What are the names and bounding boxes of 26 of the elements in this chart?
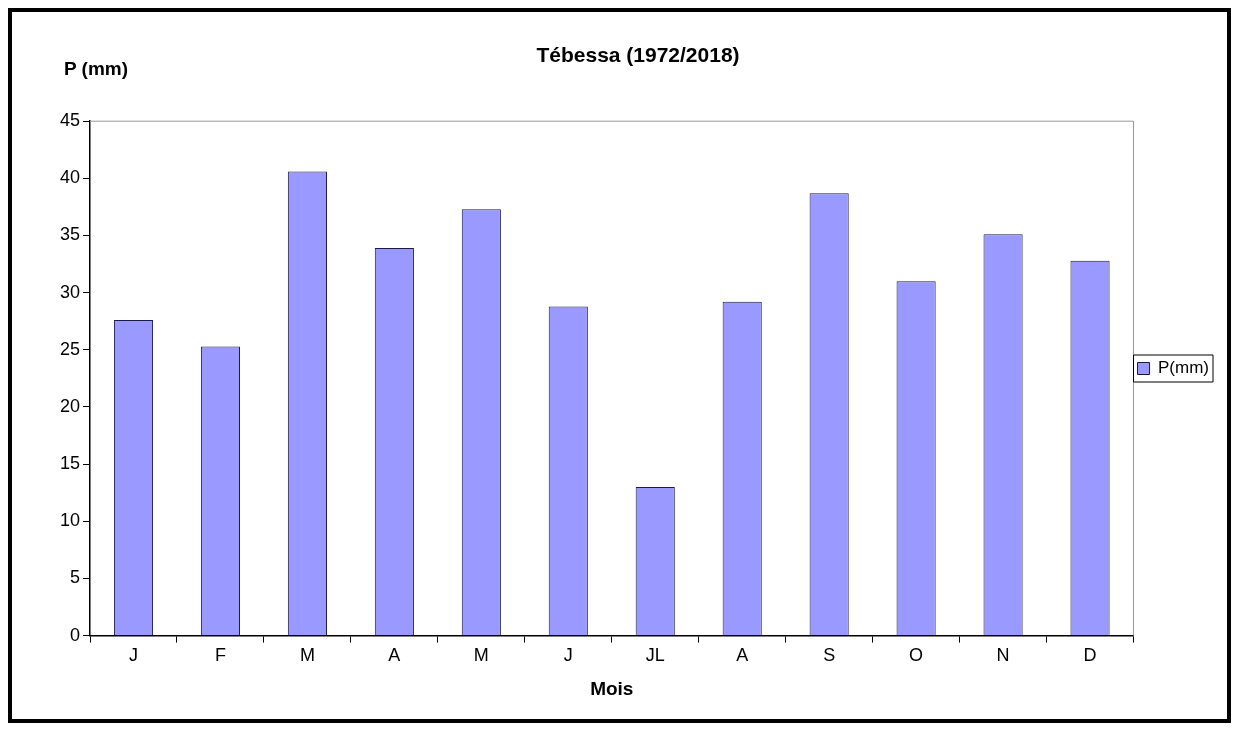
x-axis-title: Mois: [590, 677, 634, 699]
y-tick-label: 45: [59, 110, 81, 131]
y-tick-label: 10: [59, 510, 81, 531]
x-tick-label: O: [909, 645, 924, 666]
y-tick-label: 20: [59, 395, 81, 416]
x-tick-label: A: [388, 645, 401, 666]
x-tick-label: F: [214, 645, 226, 666]
chart-title: Tébessa (1972/2018): [536, 43, 740, 67]
y-axis-title: P (mm): [64, 58, 129, 80]
x-tick-label: J: [129, 645, 138, 666]
y-tick-label: 35: [59, 224, 81, 245]
y-tick-label: 0: [70, 624, 81, 645]
x-tick-label: A: [736, 645, 749, 666]
y-tick-label: 30: [59, 281, 81, 302]
x-tick-label: JL: [645, 645, 665, 666]
y-tick-label: 15: [59, 453, 81, 474]
x-tick-label: N: [996, 645, 1010, 666]
x-tick-label: M: [473, 645, 489, 666]
y-tick-label: 40: [59, 167, 81, 188]
x-tick-label: S: [823, 645, 836, 666]
x-tick-label: M: [299, 645, 315, 666]
x-tick-label: D: [1083, 645, 1097, 666]
y-tick-label: 25: [59, 338, 81, 359]
x-tick-label: J: [563, 645, 573, 666]
legend-label: P(mm): [1158, 358, 1209, 378]
y-tick-label: 5: [70, 567, 81, 588]
